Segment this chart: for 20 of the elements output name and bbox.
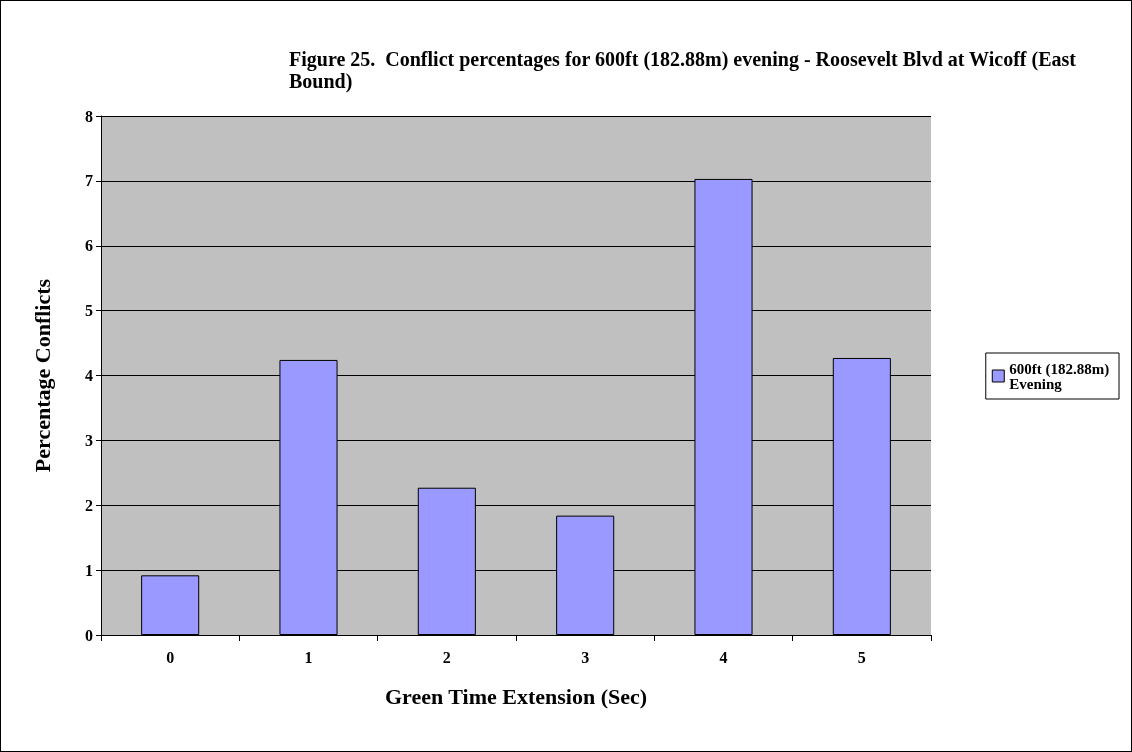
x-axis-title: Green Time Extension (Sec) (384, 683, 648, 709)
y-tick-label: 8 (85, 107, 93, 125)
x-tick-label: 0 (166, 648, 175, 666)
y-axis-title: Percentage Conflicts (29, 278, 55, 473)
y-tick-label: 1 (85, 561, 93, 579)
legend-label: 600ft (182.88m) Evening (1009, 360, 1114, 392)
chart-title: Figure 25. Conflict percentages for 600ft (182.88m) evening - Roosevelt Blvd at Wicoff (East Bound) (289, 48, 1081, 93)
y-tick-label: 0 (85, 626, 93, 644)
x-tick-label: 5 (857, 648, 866, 666)
y-tick-label: 5 (85, 302, 93, 320)
x-tick-label: 3 (581, 648, 590, 666)
y-tick-label: 3 (85, 431, 93, 449)
x-tick-label: 1 (304, 648, 313, 666)
x-tick-label: 4 (719, 648, 728, 666)
y-tick-label: 7 (85, 172, 93, 190)
bar (141, 575, 200, 635)
x-tick-label: 2 (442, 648, 451, 666)
y-tick-label: 4 (85, 367, 93, 384)
y-tick-label: 2 (85, 496, 93, 514)
y-tick-label: 6 (85, 237, 93, 255)
